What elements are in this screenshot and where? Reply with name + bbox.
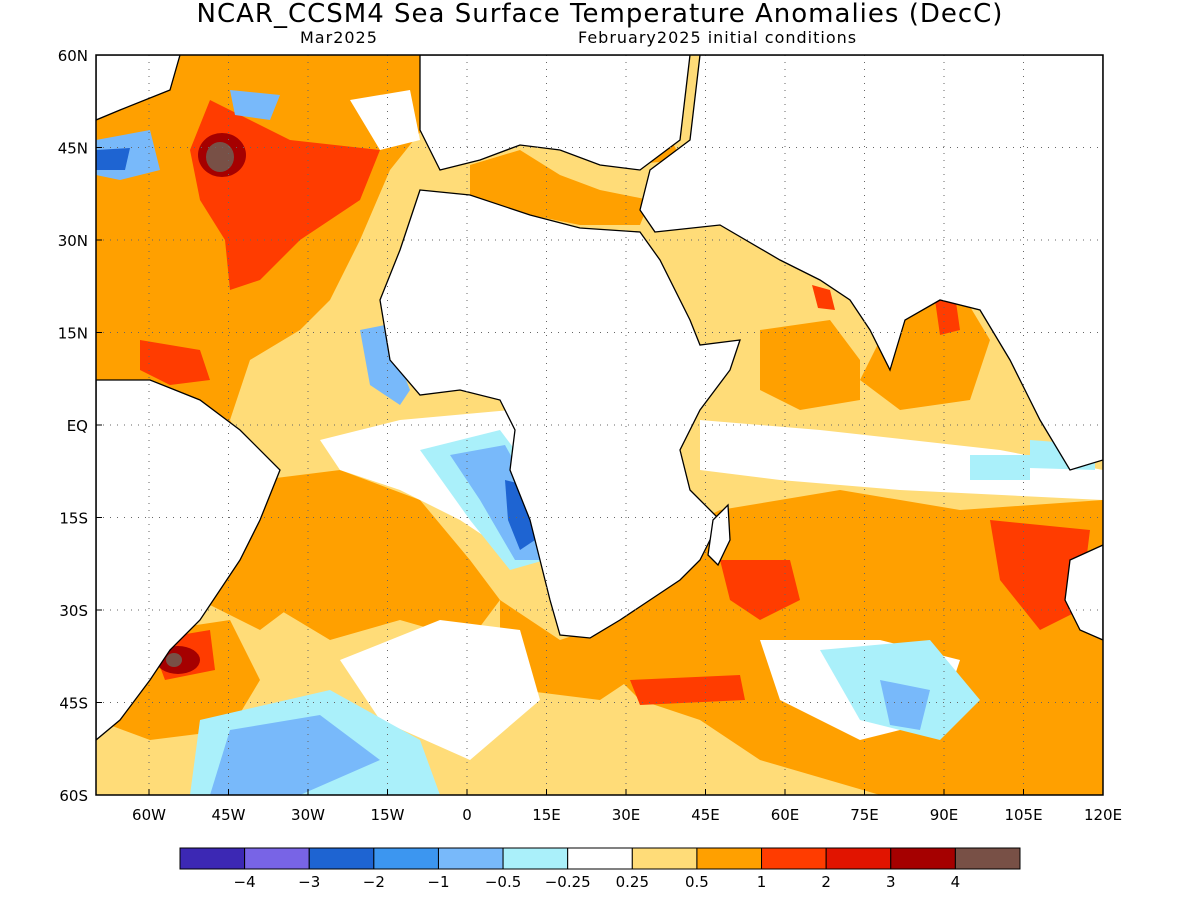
arabia-asia <box>639 55 1103 471</box>
legend-label: −2 <box>363 873 385 891</box>
color-legend: −4 −3 −2 −1 −0.5 −0.25 0.25 0.5 1 2 3 4 <box>179 847 1021 891</box>
lat-tick-label: 15N <box>58 325 88 343</box>
legend-swatch <box>502 847 569 870</box>
legend-swatch <box>308 847 375 870</box>
legend-label: 0.5 <box>685 873 709 891</box>
extreme-spot-core <box>206 142 234 172</box>
legend-swatch <box>179 847 246 870</box>
benguela-strong-cool <box>505 480 535 550</box>
lon-tick-label: 60W <box>132 806 166 824</box>
canary-cool <box>360 325 410 405</box>
australia <box>1064 544 1103 641</box>
legend-swatch <box>244 847 310 870</box>
southern-ocean-neutral-a <box>340 620 540 760</box>
axis-ticks: 60N 45N 30N 15N EQ 15S 30S 45S 60S 60W 45W 30W 15W 0 1… <box>58 47 1122 824</box>
lon-tick-label: 60E <box>771 806 800 824</box>
legend-swatch <box>373 847 439 870</box>
north-atlantic-cool <box>230 90 280 120</box>
legend-label: −0.25 <box>545 873 591 891</box>
bay-of-bengal-hot <box>935 295 960 335</box>
legend-label: 4 <box>951 873 961 891</box>
madagascar <box>707 503 731 567</box>
legend-swatch <box>954 847 1021 870</box>
red-sea-hot <box>812 285 835 310</box>
north-atlantic-neutral <box>350 90 420 150</box>
lat-tick-label: 30S <box>59 602 88 620</box>
lat-tick-label: 45S <box>59 695 88 713</box>
lat-tick-label: 60N <box>58 47 88 65</box>
map-title: NCAR_CCSM4 Sea Surface Temperature Anoma… <box>196 0 1004 29</box>
lon-tick-label: 30W <box>291 806 325 824</box>
lon-tick-label: 0 <box>462 806 472 824</box>
agulhas-warm <box>500 600 660 700</box>
south-atlantic-cool <box>210 715 380 795</box>
legend-swatch <box>761 847 827 870</box>
legend-swatch <box>631 847 698 870</box>
lon-tick-label: 15W <box>371 806 405 824</box>
south-atlantic-warm <box>260 470 500 640</box>
lon-tick-label: 30E <box>612 806 641 824</box>
lon-tick-label: 120E <box>1084 806 1122 824</box>
legend-label: −4 <box>234 873 256 891</box>
legend-swatch <box>437 847 504 870</box>
legend-label: 3 <box>886 873 896 891</box>
indian-equator-cool <box>970 455 1030 480</box>
anomaly-strong-cool-regions <box>96 148 535 550</box>
mediterranean-warm <box>470 150 650 225</box>
legend-label: 2 <box>821 873 831 891</box>
lat-tick-label: 45N <box>58 140 88 158</box>
legend-label: 0.25 <box>616 873 649 891</box>
southern-ocean-hot <box>630 675 745 705</box>
lat-tick-label: 15S <box>59 510 88 528</box>
south-america <box>96 379 281 741</box>
legend-label: −0.5 <box>485 873 521 891</box>
west-australia-hot <box>990 520 1090 630</box>
lon-tick-label: 15E <box>532 806 561 824</box>
legend-swatch <box>890 847 956 870</box>
europe <box>419 55 691 171</box>
lon-tick-label: 45W <box>212 806 246 824</box>
lon-tick-label: 105E <box>1004 806 1042 824</box>
mozambique-channel-hot <box>720 560 800 620</box>
indian-south-cool <box>880 680 930 730</box>
lat-tick-label: EQ <box>67 417 88 435</box>
legend-label: −1 <box>427 873 449 891</box>
lat-tick-label: 30N <box>58 232 88 250</box>
extreme-spot-south-core <box>166 653 182 667</box>
labrador-strong-cool <box>96 148 130 170</box>
north-america <box>96 55 181 121</box>
lat-tick-label: 60S <box>59 787 88 805</box>
land-masses <box>96 55 1103 741</box>
legend-swatch <box>567 847 633 870</box>
forecast-month: Mar2025 <box>300 28 378 47</box>
map-area <box>96 55 1103 795</box>
initial-conditions: February2025 initial conditions <box>578 28 858 47</box>
lon-tick-label: 90E <box>930 806 959 824</box>
legend-swatch <box>696 847 763 870</box>
lon-tick-label: 45E <box>691 806 720 824</box>
legend-label: 1 <box>757 873 767 891</box>
legend-swatch <box>825 847 892 870</box>
caribbean-hot <box>140 340 210 385</box>
lon-tick-label: 75E <box>850 806 879 824</box>
map-gridlines <box>96 55 1103 795</box>
legend-label: −3 <box>298 873 320 891</box>
